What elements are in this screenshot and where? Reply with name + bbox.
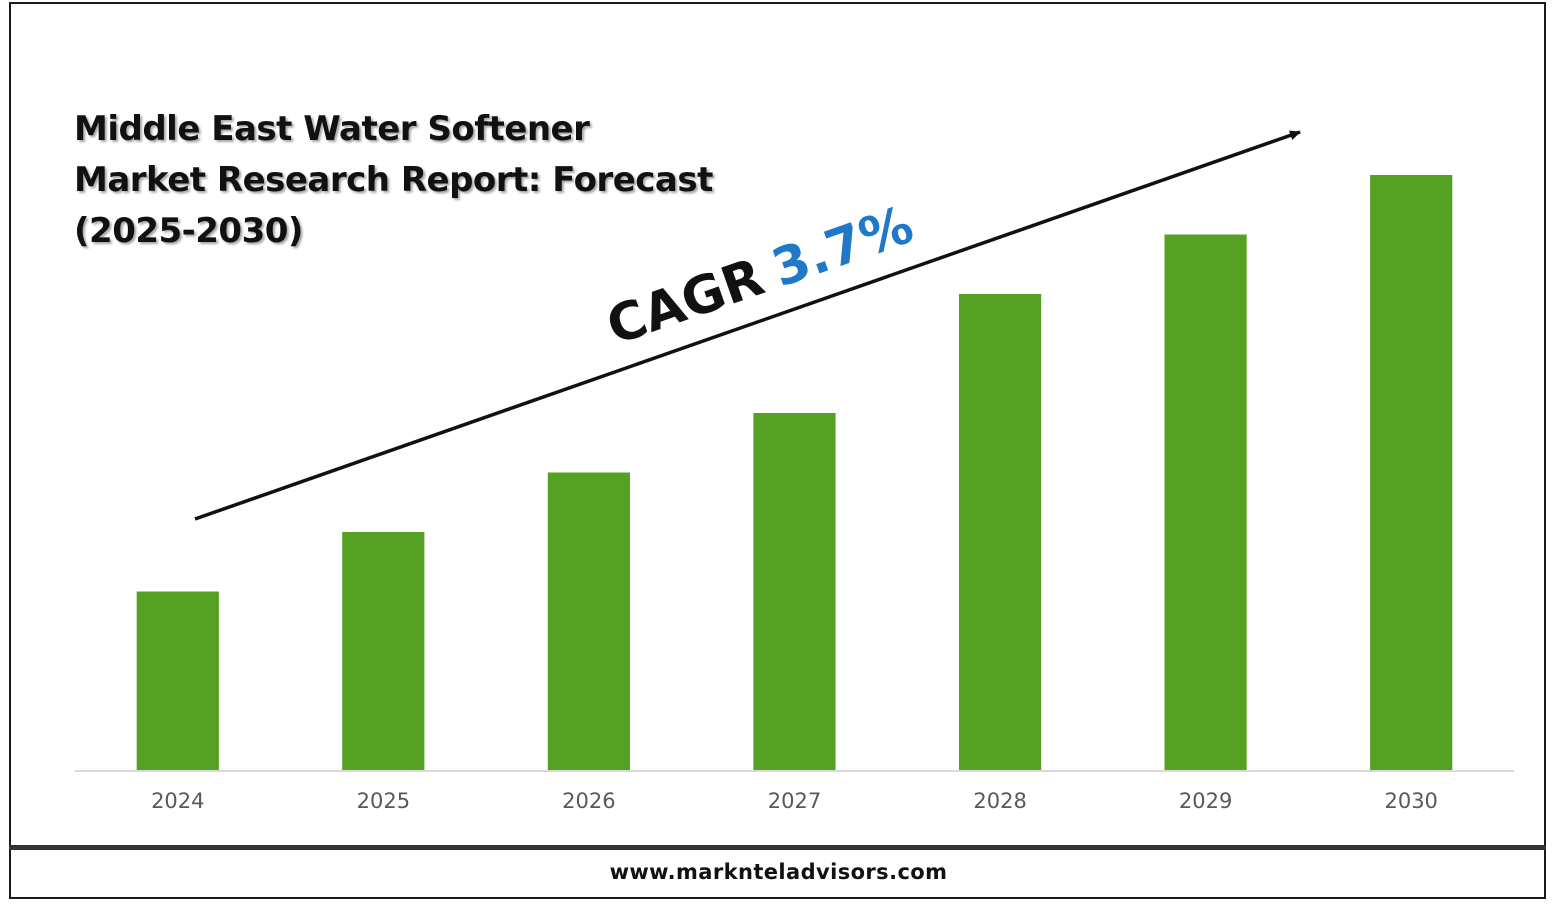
chart-title-line-2: Market Research Report: Forecast xyxy=(74,160,713,200)
footer-url: www.marknteladvisors.com xyxy=(609,860,948,884)
chart-title-line-1: Middle East Water Softener xyxy=(74,109,590,149)
cagr-value: 3.7% xyxy=(765,195,921,299)
x-tick-label-2027: 2027 xyxy=(768,789,821,813)
x-tick-label-2030: 2030 xyxy=(1384,789,1437,813)
bar-series xyxy=(136,175,1453,770)
x-tick-label-2025: 2025 xyxy=(357,789,410,813)
bar-2028 xyxy=(959,294,1042,770)
x-tick-label-2026: 2026 xyxy=(562,789,615,813)
x-tick-label-2024: 2024 xyxy=(151,789,204,813)
x-axis-ticks: 2024 2025 2026 2027 2028 2029 2030 xyxy=(151,789,1438,813)
cagr-label: CAGR xyxy=(599,247,771,357)
x-tick-label-2029: 2029 xyxy=(1179,789,1232,813)
trend-arrow xyxy=(194,130,1301,521)
x-tick-label-2028: 2028 xyxy=(973,789,1026,813)
cagr-annotation: CAGR3.7% xyxy=(599,195,920,357)
bar-2025 xyxy=(342,532,425,770)
chart-frame xyxy=(9,2,1546,899)
bar-2029 xyxy=(1164,234,1247,770)
chart-title-line-3: (2025-2030) xyxy=(74,211,303,251)
chart-title: Middle East Water Softener Market Resear… xyxy=(74,104,794,257)
bar-2030 xyxy=(1370,175,1453,770)
bar-2027 xyxy=(753,413,836,770)
bar-2024 xyxy=(136,591,219,770)
bar-2026 xyxy=(547,472,630,770)
footer-divider xyxy=(9,845,1546,850)
